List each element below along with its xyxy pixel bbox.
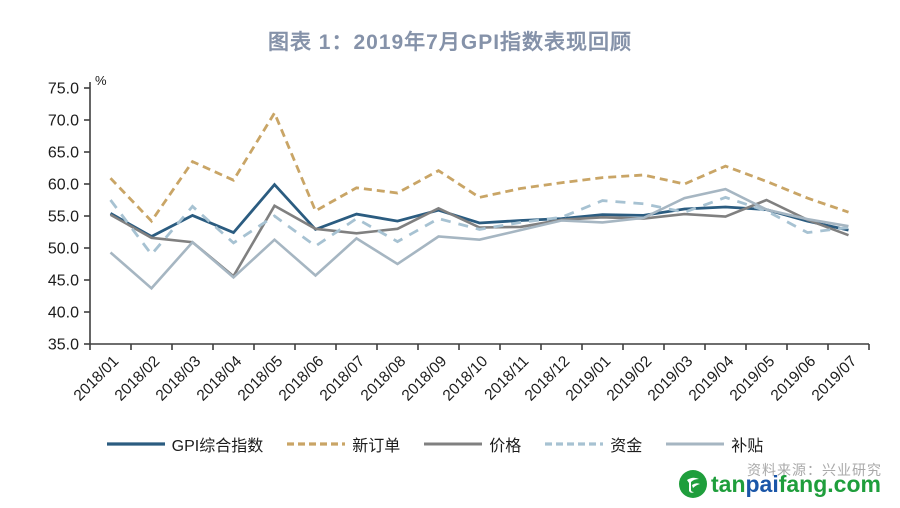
series-line-0	[109, 182, 849, 239]
logo-part-com: .com	[827, 470, 881, 497]
chart-title: 图表 1：2019年7月GPI指数表现回顾	[267, 31, 633, 54]
legend-label: 补贴	[731, 438, 764, 455]
x-axis-label: 2018/10	[440, 353, 492, 405]
y-axis-label: 35.0	[48, 337, 79, 354]
legend-item-4: 补贴	[666, 432, 763, 456]
logo-part-pai: pai	[745, 470, 779, 497]
legend-label: 资金	[610, 438, 643, 455]
tanpaifang-logo-icon	[679, 470, 707, 498]
logo-part-tan: tan	[711, 470, 746, 497]
y-axis-label: 55.0	[48, 209, 79, 226]
legend-line-sample	[666, 442, 725, 446]
series-line-4	[109, 187, 849, 291]
series-line-3	[109, 195, 849, 257]
y-axis-label: 70.0	[48, 113, 79, 130]
y-axis-label: 50.0	[48, 241, 79, 258]
y-axis-label: 60.0	[48, 177, 79, 194]
legend-line-sample	[545, 442, 604, 446]
legend-item-1: 新订单	[287, 432, 400, 456]
y-axis-label: 65.0	[48, 145, 79, 162]
legend-line-sample	[106, 442, 165, 446]
y-axis-label: 75.0	[48, 81, 79, 98]
y-axis-unit-label: %	[95, 73, 107, 88]
y-axis-label: 40.0	[48, 305, 79, 322]
logo-part-fang: fang	[778, 470, 828, 497]
series-line-2	[109, 198, 849, 279]
chart-legend: GPI综合指数 新订单 价格 资金 补贴	[40, 432, 830, 456]
x-axis-label: 2019/07	[809, 353, 861, 405]
source-text: 资料来源：兴业研究	[747, 462, 882, 478]
legend-item-3: 资金	[545, 432, 642, 456]
legend-item-2: 价格	[424, 432, 521, 456]
series-line-1	[109, 109, 849, 224]
legend-label: 价格	[489, 438, 522, 455]
legend-label: 新订单	[352, 438, 401, 455]
watermark: 资料来源：兴业研究 tanpaifang.com	[678, 460, 896, 506]
tanpaifang-logo-text: tanpaifang.com	[711, 470, 881, 497]
y-axis-label: 45.0	[48, 273, 79, 290]
line-chart: 35.0 40.0 45.0 50.0 55.0 60.0 65.0 70.0 75.0 % 201…	[48, 73, 870, 405]
legend-line-sample	[287, 442, 346, 446]
legend-item-0: GPI综合指数	[106, 432, 264, 456]
legend-line-sample	[424, 442, 483, 446]
tanpaifang-logo: tanpaifang.com	[678, 469, 881, 499]
legend-label: GPI综合指数	[171, 438, 264, 455]
